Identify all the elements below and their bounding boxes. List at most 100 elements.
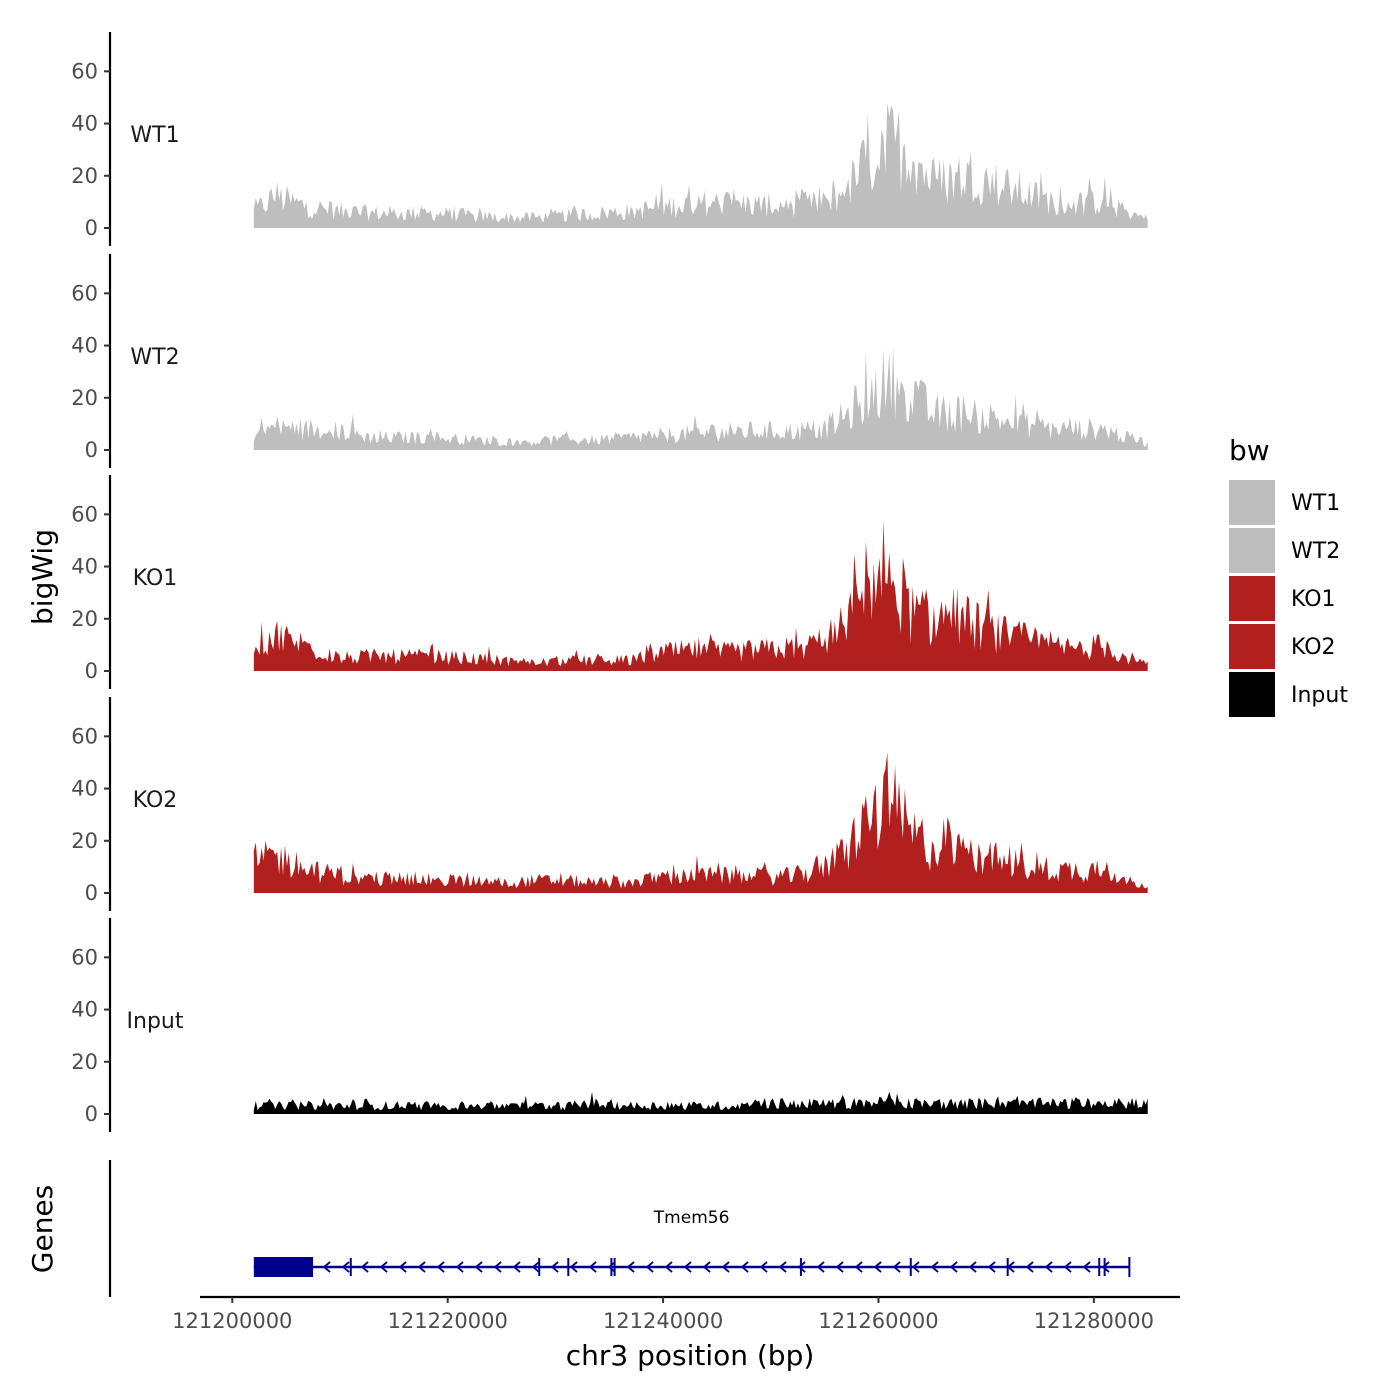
y-tick-label: 0	[85, 438, 98, 462]
strand-arrow	[1006, 1261, 1015, 1273]
strand-arrow	[341, 1261, 350, 1273]
strand-arrow	[531, 1261, 540, 1273]
y-tick-label: 0	[85, 881, 98, 905]
strand-arrow	[645, 1261, 654, 1273]
strand-arrow	[911, 1261, 920, 1273]
strand-arrow	[930, 1261, 939, 1273]
coverage-area-ko2	[253, 752, 1148, 893]
strand-arrow	[626, 1261, 635, 1273]
x-tick-label: 121260000	[818, 1309, 938, 1333]
strand-arrow	[512, 1261, 521, 1273]
y-tick-label: 20	[71, 164, 98, 188]
track-label-ko2: KO2	[133, 788, 178, 813]
y-tick-label: 60	[71, 945, 98, 969]
strand-arrow	[683, 1261, 692, 1273]
strand-arrow	[360, 1261, 369, 1273]
legend: bw WT1 WT2 KO1 KO2 Input	[1229, 434, 1348, 717]
strand-arrow	[835, 1261, 844, 1273]
panel-ko1: 0 20 40 60 KO1	[71, 475, 1148, 689]
coverage-area-wt1	[253, 102, 1148, 228]
strand-arrow	[569, 1261, 578, 1273]
strand-arrow	[417, 1261, 426, 1273]
strand-arrow	[550, 1261, 559, 1273]
coverage-area-ko1	[253, 520, 1148, 671]
strand-arrow	[968, 1261, 977, 1273]
panel-input: 0 20 40 60 Input	[71, 918, 1148, 1132]
y-tick-label: 60	[71, 502, 98, 526]
coverage-area-wt2	[253, 346, 1148, 450]
strand-arrow	[759, 1261, 768, 1273]
strand-arrow	[1082, 1261, 1091, 1273]
gene-name-label: Tmem56	[653, 1208, 730, 1228]
legend-swatch-wt2	[1229, 528, 1275, 573]
y-tick-label: 20	[71, 829, 98, 853]
y-tick-label: 0	[85, 1102, 98, 1126]
strand-arrow	[664, 1261, 673, 1273]
strand-arrow	[588, 1261, 597, 1273]
strand-arrow	[949, 1261, 958, 1273]
legend-title: bw	[1229, 434, 1270, 467]
y-tick-label: 0	[85, 216, 98, 240]
track-panels: 0 20 40 60 WT1 0 20 40 60 WT2 0 20 40 60 KO1 0 20 40 60 KO2…	[71, 32, 1148, 1132]
track-label-wt1: WT1	[130, 123, 179, 148]
strand-arrow	[607, 1261, 616, 1273]
y-tick-label: 40	[71, 112, 98, 136]
strand-arrow	[797, 1261, 806, 1273]
track-label-ko1: KO1	[133, 566, 178, 591]
legend-label-input: Input	[1291, 683, 1348, 708]
y-tick-label: 40	[71, 777, 98, 801]
strand-arrow	[740, 1261, 749, 1273]
strand-arrow	[436, 1261, 445, 1273]
y-tick-label: 40	[71, 555, 98, 579]
legend-swatch-input	[1229, 672, 1275, 717]
strand-arrow	[1063, 1261, 1072, 1273]
y-tick-label: 20	[71, 607, 98, 631]
y-tick-label: 40	[71, 998, 98, 1022]
y-tick-label: 60	[71, 281, 98, 305]
panel-ko2: 0 20 40 60 KO2	[71, 697, 1148, 911]
track-label-wt2: WT2	[130, 345, 179, 370]
strand-arrow	[455, 1261, 464, 1273]
x-axis: 121200000 121220000 121240000 121260000 1212…	[172, 1295, 1180, 1333]
strand-arrow	[398, 1261, 407, 1273]
y-axis-title: bigWig	[26, 529, 59, 625]
legend-swatch-ko2	[1229, 624, 1275, 669]
legend-label-wt2: WT2	[1291, 539, 1340, 564]
x-tick-label: 121200000	[172, 1309, 292, 1333]
strand-arrow	[892, 1261, 901, 1273]
strand-arrow	[854, 1261, 863, 1273]
gene-utr-block	[253, 1257, 314, 1277]
x-axis-title: chr3 position (bp)	[566, 1339, 815, 1372]
track-label-input: Input	[127, 1009, 184, 1034]
x-tick-label: 121240000	[603, 1309, 723, 1333]
panel-wt1: 0 20 40 60 WT1	[71, 32, 1148, 246]
panel-wt2: 0 20 40 60 WT2	[71, 254, 1148, 468]
y-tick-label: 60	[71, 59, 98, 83]
strand-arrow	[873, 1261, 882, 1273]
genes-axis-title: Genes	[26, 1185, 59, 1273]
y-tick-label: 20	[71, 386, 98, 410]
y-tick-label: 0	[85, 659, 98, 683]
x-tick-label: 121220000	[388, 1309, 508, 1333]
strand-arrow	[816, 1261, 825, 1273]
strand-arrow	[987, 1261, 996, 1273]
legend-swatch-ko1	[1229, 576, 1275, 621]
legend-label-ko1: KO1	[1291, 587, 1336, 612]
y-tick-label: 60	[71, 724, 98, 748]
y-tick-label: 20	[71, 1050, 98, 1074]
strand-arrow	[493, 1261, 502, 1273]
coverage-area-input	[253, 1091, 1148, 1114]
strand-arrow	[721, 1261, 730, 1273]
strand-arrow	[1101, 1261, 1110, 1273]
strand-arrow	[1044, 1261, 1053, 1273]
y-tick-label: 40	[71, 334, 98, 358]
gene-track: Tmem56	[108, 1160, 1131, 1297]
strand-arrow	[1025, 1261, 1034, 1273]
legend-swatch-wt1	[1229, 480, 1275, 525]
legend-label-ko2: KO2	[1291, 635, 1336, 660]
strand-arrow	[474, 1261, 483, 1273]
strand-arrow	[379, 1261, 388, 1273]
strand-arrow	[702, 1261, 711, 1273]
strand-arrow	[778, 1261, 787, 1273]
